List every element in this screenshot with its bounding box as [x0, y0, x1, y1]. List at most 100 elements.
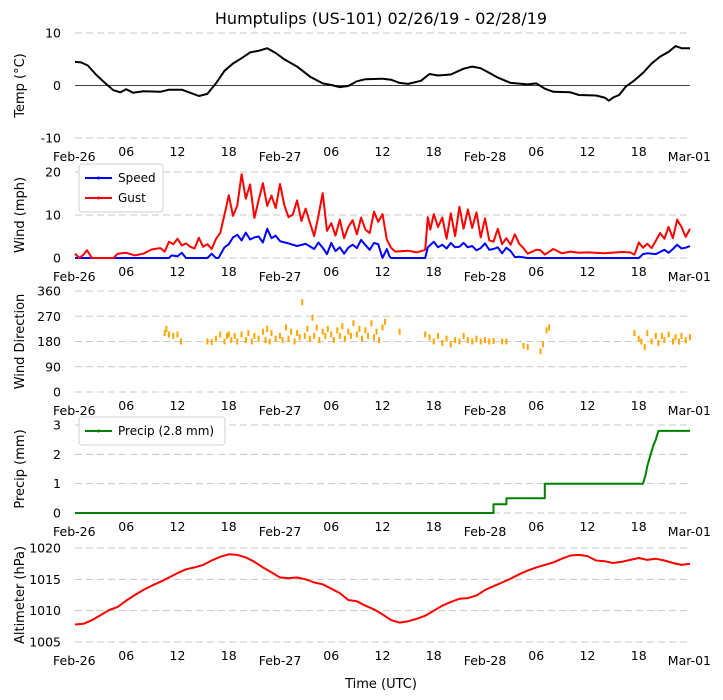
dir-point: [684, 337, 687, 344]
dir-point: [381, 324, 384, 331]
dir-point: [660, 332, 663, 339]
dir-point: [542, 341, 545, 348]
alt-xtick-label: Feb-27: [259, 653, 302, 668]
dir-xtick-label: Feb-26: [53, 403, 96, 418]
temp-xtick-label: 18: [426, 144, 442, 159]
dir-xtick-label: 06: [118, 398, 134, 413]
dir-point: [336, 327, 339, 334]
temp-y-axis-label: Temp (°C): [13, 53, 28, 119]
dir-point: [330, 331, 333, 338]
precip-legend-marker: [97, 429, 100, 433]
temp-xtick-label: Feb-26: [53, 149, 96, 164]
precip-ytick-label: 3: [53, 418, 61, 433]
dir-point: [296, 330, 299, 337]
dir-point: [501, 338, 504, 345]
alt-xtick-label: 12: [375, 648, 391, 663]
dir-point: [326, 325, 329, 332]
wind-legend-label: Speed: [118, 171, 156, 185]
dir-xtick-label: 18: [631, 398, 647, 413]
dir-xtick-label: 12: [170, 398, 186, 413]
precip-xtick-label: 06: [323, 519, 339, 534]
temp-ytick-label: 10: [45, 26, 61, 41]
alt-xtick-label: 18: [631, 648, 647, 663]
dir-point: [264, 337, 267, 344]
dir-point: [378, 337, 381, 344]
wind-xtick-label: Feb-26: [53, 269, 96, 284]
precip-xtick-label: 18: [631, 519, 647, 534]
dir-point: [349, 332, 352, 339]
dir-point: [315, 324, 318, 331]
dir-point: [214, 335, 217, 342]
temp-xtick-label: Feb-27: [259, 149, 302, 164]
precip-ytick-label: 1: [53, 476, 61, 491]
dir-point: [219, 331, 222, 338]
alt-ytick-label: 1015: [29, 572, 61, 587]
precip-legend-label: Precip (2.8 mm): [118, 424, 214, 438]
wind-xtick-label: 06: [118, 264, 134, 279]
dir-point: [341, 323, 344, 330]
dir-point: [303, 332, 306, 339]
dir-point: [355, 331, 358, 338]
alt-xtick-label: 12: [170, 648, 186, 663]
dir-point: [279, 332, 281, 339]
alt-xtick-label: 06: [528, 648, 544, 663]
dir-point: [230, 337, 233, 344]
alt-y-axis-label: Altimeter (hPa): [13, 546, 28, 644]
dir-point: [176, 331, 179, 338]
dir-point: [548, 324, 551, 331]
dir-point: [338, 332, 341, 339]
dir-point: [172, 332, 175, 339]
dir-ytick-label: 0: [53, 385, 61, 400]
temp-xtick-label: 18: [631, 144, 647, 159]
wind-xtick-label: 18: [221, 264, 237, 279]
dir-point: [352, 320, 355, 327]
dir-point: [358, 325, 361, 332]
dir-point: [484, 337, 486, 344]
dir-point: [545, 327, 548, 334]
dir-xtick-label: 06: [528, 398, 544, 413]
precip-xtick-label: 06: [528, 519, 544, 534]
dir-xtick-label: Feb-27: [259, 403, 302, 418]
dir-point: [236, 338, 239, 345]
dir-point: [306, 325, 309, 332]
precip-y-axis-label: Precip (mm): [13, 429, 28, 508]
dir-point: [471, 338, 474, 345]
dir-point: [347, 328, 350, 335]
dir-point: [318, 337, 321, 344]
alt-ytick-label: 1005: [29, 635, 61, 650]
dir-point: [437, 332, 440, 339]
precip-xtick-label: Feb-28: [464, 524, 507, 539]
dir-point: [233, 332, 236, 339]
dir-point: [458, 338, 461, 345]
wind-series-line: [74, 173, 691, 259]
dir-point: [257, 335, 260, 342]
temp-xtick-label: Mar-01: [668, 149, 711, 164]
dir-point: [274, 335, 277, 342]
dir-point: [163, 330, 166, 337]
dir-point: [244, 337, 247, 344]
dir-point: [505, 338, 508, 345]
precip-xtick-label: 12: [375, 519, 391, 534]
alt-xtick-label: Feb-26: [53, 653, 96, 668]
dir-point: [247, 330, 250, 337]
dir-point: [298, 334, 301, 341]
wind-legend-box: [78, 163, 164, 213]
wind-series-line: [75, 227, 691, 259]
dir-point: [475, 335, 478, 342]
alt-xtick-label: Feb-28: [464, 653, 507, 668]
dir-xtick-label: 06: [323, 398, 339, 413]
dir-point: [343, 335, 346, 342]
wind-ytick-label: 20: [45, 165, 61, 180]
precip-series-line: [75, 429, 690, 514]
dir-point: [290, 328, 293, 335]
wind-ytick-label: 10: [45, 208, 61, 223]
precip-xtick-label: Mar-01: [668, 524, 711, 539]
dir-point: [637, 335, 640, 342]
dir-point: [384, 318, 387, 325]
dir-point: [293, 338, 296, 345]
dir-point: [462, 332, 465, 339]
dir-point: [240, 331, 243, 338]
alt-series-line: [74, 553, 691, 626]
dir-point: [657, 339, 660, 346]
wind-legend-label: Gust: [118, 191, 146, 205]
